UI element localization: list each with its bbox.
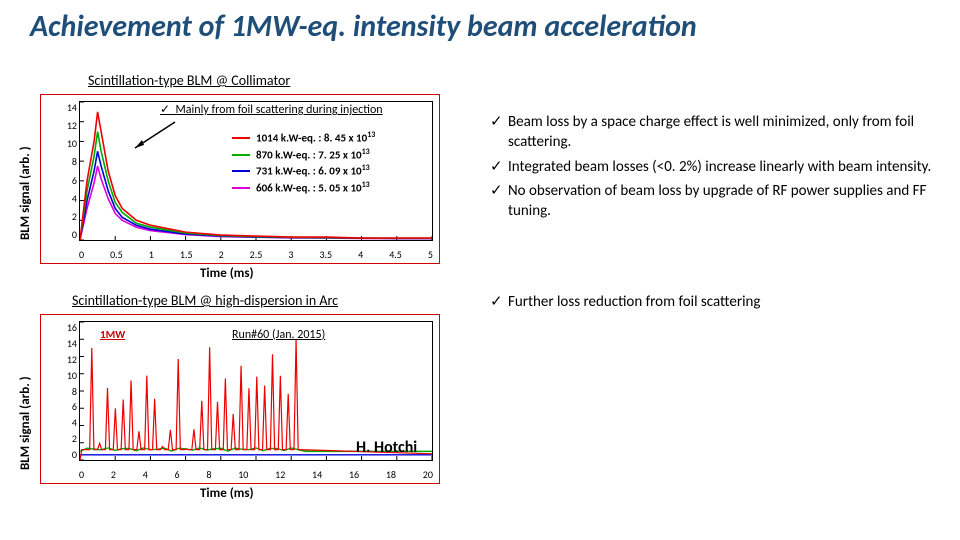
- chart2-heading: Scintillation-type BLM @ high-dispersion…: [72, 292, 338, 309]
- bullet-list-1: ✓Beam loss by a space charge effect is w…: [490, 112, 950, 225]
- chart1-annotation-text: Mainly from foil scattering during injec…: [176, 103, 383, 117]
- chart2-ylabel: BLM signal (arb. ): [18, 376, 33, 470]
- chart1-annotation: ✓ Mainly from foil scattering during inj…: [160, 102, 383, 117]
- chart2-xlabel: Time (ms): [200, 486, 254, 501]
- chart2-annot-run: Run#60 (Jan. 2015): [232, 328, 325, 342]
- arrow-icon: [130, 120, 180, 150]
- check-icon: ✓: [160, 102, 170, 116]
- chart1-legend: 1014 k.W-eq. : 8. 45 x 1013 870 k.W-eq. …: [232, 130, 375, 196]
- author-credit: H. Hotchi: [356, 438, 417, 457]
- bullet-list-2: ✓Further loss reduction from foil scatte…: [490, 292, 950, 312]
- chart1-xlabel: Time (ms): [200, 266, 254, 281]
- chart1-xticks: 00.511.522.533.544.55: [79, 248, 433, 261]
- chart2-xticks: 02468101214161820: [79, 468, 433, 481]
- page-title: Achievement of 1MW-eq. intensity beam ac…: [30, 8, 950, 45]
- chart1-heading: Scintillation-type BLM @ Collimator: [88, 72, 290, 89]
- chart1-ylabel: BLM signal (arb. ): [18, 146, 33, 240]
- chart2-yticks: 1614121086420: [43, 321, 77, 461]
- chart2-annot-power: 1MW: [100, 328, 125, 341]
- chart1-yticks: 14121086420: [43, 101, 77, 241]
